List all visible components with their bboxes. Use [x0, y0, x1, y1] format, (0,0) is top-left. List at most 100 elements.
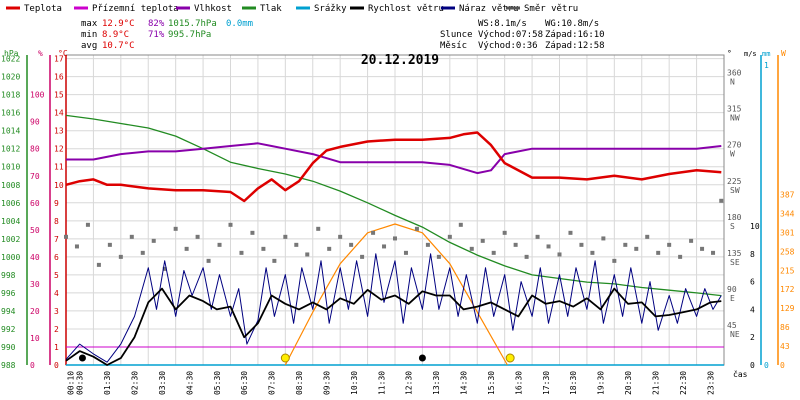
axis-tick-celsius: 11: [54, 163, 64, 172]
axis-tick-celsius: 5: [54, 271, 59, 280]
axis-tick-direction-name: W: [730, 150, 735, 159]
series: [64, 114, 724, 366]
wind-direction-point: [195, 234, 200, 239]
axis-tick-time: 01:30: [103, 371, 112, 395]
temperature-line: [65, 131, 722, 203]
wind-direction-point: [568, 230, 573, 235]
stats-panel: max 12.9°C 82% 1015.7hPa 0.0mm min 8.9°C…: [81, 19, 253, 51]
axis-tick-celsius: 15: [54, 91, 64, 100]
axis-tick-time: 16:30: [514, 371, 523, 395]
axis-tick-celsius: 8: [54, 217, 59, 226]
wind-direction-point: [557, 252, 562, 257]
axis-tick-hpa: 994: [1, 307, 16, 316]
wind-direction-point: [502, 230, 507, 235]
axis-tick-celsius: 7: [54, 235, 59, 244]
wind-direction-point: [64, 234, 68, 239]
stat-avg-temp: 10.7°C: [102, 41, 135, 51]
axis-tick-wind: 6: [750, 278, 755, 287]
wind-direction-point: [436, 254, 441, 259]
axis-tick-hpa: 1020: [1, 73, 20, 82]
info-wg: WG:10.8m/s: [545, 19, 599, 29]
axis-unit-celsius: °C: [58, 49, 68, 58]
wind-direction-point: [316, 226, 321, 231]
axis-tick-time: 12:30: [405, 371, 414, 395]
moon-marker: [418, 354, 426, 362]
axis-unit-time: čas: [733, 369, 748, 379]
wind-direction-point: [239, 250, 244, 255]
wind-direction-point: [656, 250, 661, 255]
info-sun-label: Slunce: [440, 30, 473, 40]
axis-tick-hpa: 1010: [1, 163, 20, 172]
humidity-line: [66, 142, 722, 175]
axis-tick-direction-name: S: [730, 222, 735, 231]
wind-direction-point: [382, 244, 387, 249]
axis-tick-direction-deg: 45: [727, 321, 737, 330]
axis-tick-direction-deg: 180: [727, 213, 742, 222]
axis-tick-percent: 60: [30, 199, 40, 208]
axis-tick-celsius: 6: [54, 253, 59, 262]
wind-direction-point: [546, 244, 551, 249]
wind-direction-point: [360, 254, 365, 259]
wind-gust-line: [65, 253, 722, 363]
wind-direction-point: [601, 236, 606, 241]
axis-tick-solar: 43: [780, 342, 790, 351]
legend-label: Rychlost větru: [368, 4, 444, 14]
wind-direction-point: [118, 254, 123, 259]
wind-direction-point: [338, 234, 343, 239]
chart-title: 20.12.2019: [361, 53, 439, 68]
axis-tick-wind: 0: [750, 361, 755, 370]
axis-tick-direction-name: E: [730, 294, 735, 303]
stat-max-hum: 82%: [148, 19, 165, 29]
wind-direction-point: [579, 242, 584, 247]
axis-tick-time: 00:30: [76, 371, 85, 395]
axis-tick-direction-name: SE: [730, 258, 740, 267]
legend-label: Tlak: [260, 4, 282, 14]
wind-direction-point: [261, 246, 266, 251]
wind-direction-point: [458, 222, 463, 227]
axis-unit-solar: W: [781, 49, 786, 58]
pressure-line: [65, 114, 722, 297]
axis-tick-time: 00:10: [67, 371, 76, 395]
axes: hPa% °C1022102010181016101410121010100810…: [1, 49, 795, 395]
axis-tick-solar: 344: [780, 209, 795, 218]
wind-direction-point: [612, 258, 617, 263]
axis-tick-direction-deg: 225: [727, 177, 742, 186]
axis-tick-wind: 2: [750, 333, 755, 342]
axis-tick-time: 11:30: [377, 371, 386, 395]
wind-direction-point: [590, 250, 595, 255]
wind-direction-point: [447, 234, 452, 239]
axis-tick-time: 02:30: [131, 371, 140, 395]
axis-tick-celsius: 14: [54, 109, 64, 118]
wind-direction-point: [689, 238, 694, 243]
legend-label: Srážky: [314, 4, 347, 14]
axis-tick-solar: 86: [780, 323, 790, 332]
axis-tick-time: 20:30: [624, 371, 633, 395]
axis-tick-rain: 0: [764, 361, 769, 370]
axis-tick-celsius: 13: [54, 127, 64, 136]
stat-avg-label: avg: [81, 41, 97, 51]
wind-direction-point: [414, 226, 419, 231]
stat-max-press: 1015.7hPa: [168, 19, 217, 29]
sun-marker: [505, 353, 515, 363]
axis-tick-percent: 100: [30, 91, 45, 100]
axis-tick-solar: 387: [780, 191, 795, 200]
axis-tick-time: 15:30: [487, 371, 496, 395]
wind-direction-point: [272, 258, 277, 263]
axis-tick-celsius: 10: [54, 181, 64, 190]
axis-tick-percent: 90: [30, 118, 40, 127]
stat-min-hum: 71%: [148, 30, 165, 40]
wind-direction-point: [393, 236, 397, 241]
axis-tick-hpa: 992: [1, 325, 16, 334]
wind-direction-point: [184, 246, 189, 251]
axis-unit-hpa: hPa: [4, 49, 19, 58]
wind-direction-point: [667, 242, 672, 247]
axis-tick-celsius: 0: [54, 361, 59, 370]
wind-direction-point: [162, 266, 167, 271]
axis-tick-celsius: 12: [54, 145, 64, 154]
wind-direction-point: [480, 238, 485, 243]
legend: Teplota Přízemní teplota Vlhkost Tlak Srážky…: [6, 4, 578, 14]
wind-direction-point: [250, 230, 255, 235]
axis-tick-hpa: 988: [1, 361, 16, 370]
